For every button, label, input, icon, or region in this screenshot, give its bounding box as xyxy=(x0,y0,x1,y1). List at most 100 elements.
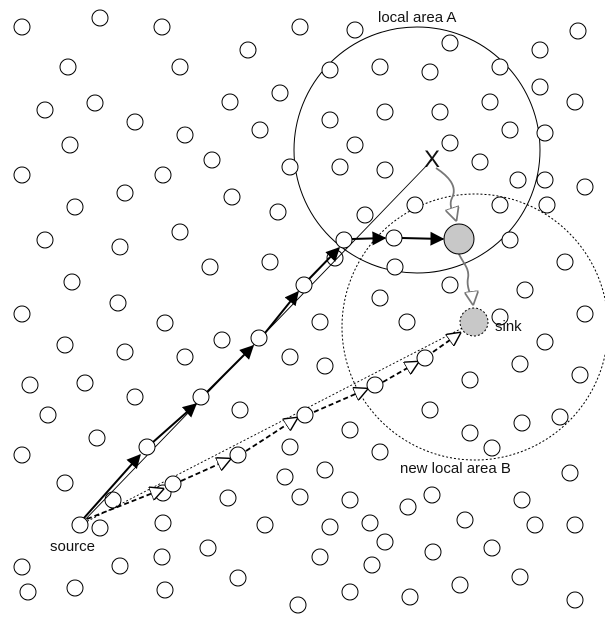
sensor-node xyxy=(376,533,394,551)
sensor-node xyxy=(471,153,489,171)
sensor-node xyxy=(13,18,31,36)
sink-label: sink xyxy=(495,318,522,335)
sensor-node xyxy=(66,198,84,216)
sensor-node xyxy=(456,511,474,529)
sensor-node xyxy=(13,305,31,323)
sensor-node xyxy=(13,558,31,576)
sensor-node xyxy=(561,464,579,482)
sensor-node xyxy=(536,124,554,142)
path-arrow xyxy=(308,246,340,280)
relay-node xyxy=(164,475,182,493)
sensor-node xyxy=(491,308,509,326)
relay-node xyxy=(295,276,313,294)
sensor-node xyxy=(316,357,334,375)
sensor-node xyxy=(536,333,554,351)
sensor-node xyxy=(461,371,479,389)
local-area-b-boundary xyxy=(341,193,605,461)
sensor-node xyxy=(569,22,587,40)
source-label: source xyxy=(50,538,95,555)
sensor-node xyxy=(281,158,299,176)
dashed-path-arrow xyxy=(432,333,460,353)
sensor-node xyxy=(88,429,106,447)
sensor-node xyxy=(566,93,584,111)
relay-node xyxy=(138,438,156,456)
sensor-node xyxy=(126,113,144,131)
sensor-node xyxy=(36,101,54,119)
sensor-node xyxy=(321,111,339,129)
sensor-node xyxy=(36,231,54,249)
sensor-node xyxy=(441,276,459,294)
sensor-node xyxy=(176,348,194,366)
sensor-node xyxy=(341,491,359,509)
new-routing-path xyxy=(86,333,460,520)
sensor-node xyxy=(341,583,359,601)
sensor-node xyxy=(91,9,109,27)
sensor-node xyxy=(261,253,279,271)
sensor-node xyxy=(566,591,584,609)
sensor-node xyxy=(291,488,309,506)
sensor-node xyxy=(13,446,31,464)
sensor-node xyxy=(176,126,194,144)
sensor-node xyxy=(311,548,329,566)
sensor-node xyxy=(513,414,531,432)
sensor-node xyxy=(59,58,77,76)
sink-movement-arrows xyxy=(435,167,473,304)
sensor-node xyxy=(566,516,584,534)
sensor-node xyxy=(431,103,449,121)
relay-node xyxy=(385,229,403,247)
sensor-node xyxy=(406,196,424,214)
sensor-node xyxy=(153,18,171,36)
sensor-node xyxy=(221,93,239,111)
path-arrow xyxy=(151,403,198,444)
sensor-node xyxy=(401,588,419,606)
sensor-node xyxy=(536,171,554,189)
sensor-node xyxy=(513,491,531,509)
sensor-node xyxy=(116,343,134,361)
sensor-node xyxy=(269,203,287,221)
sensor-node xyxy=(321,61,339,79)
sensor-node xyxy=(213,331,231,349)
sensor-node xyxy=(526,516,544,534)
sensor-node xyxy=(171,58,189,76)
original-routing-path xyxy=(83,231,445,519)
sensor-node xyxy=(111,238,129,256)
sensor-node xyxy=(376,161,394,179)
sensor-node xyxy=(346,21,364,39)
sensor-node xyxy=(56,474,74,492)
dashed-path-arrow xyxy=(245,418,297,452)
sensor-node xyxy=(491,196,509,214)
sensor-node xyxy=(76,374,94,392)
sensor-node xyxy=(203,151,221,169)
sensor-node xyxy=(501,121,519,139)
current-sink-node xyxy=(443,223,475,255)
sensor-node xyxy=(371,443,389,461)
sensor-node xyxy=(538,196,556,214)
sensor-node xyxy=(376,103,394,121)
sensor-node xyxy=(256,516,274,534)
sensor-node xyxy=(311,313,329,331)
sensor-node xyxy=(341,421,359,439)
relay-nodes xyxy=(138,229,434,493)
sensor-node xyxy=(19,583,37,601)
local-area-b-label: new local area B xyxy=(400,460,511,477)
sensor-node xyxy=(556,253,574,271)
sensor-node xyxy=(154,514,172,532)
sensor-node xyxy=(363,556,381,574)
sensor-node xyxy=(66,579,84,597)
sensor-node xyxy=(346,136,364,154)
path-arrow xyxy=(206,345,254,393)
sensor-node xyxy=(231,401,249,419)
sensor-node xyxy=(154,166,172,184)
sensor-node xyxy=(91,519,109,537)
sensor-node xyxy=(483,539,501,557)
sensor-node xyxy=(86,94,104,112)
sensor-node xyxy=(491,58,509,76)
sensor-node xyxy=(291,18,309,36)
sensor-node xyxy=(111,557,129,575)
source-node xyxy=(71,516,89,534)
sensor-node xyxy=(423,486,441,504)
sensor-node xyxy=(424,543,442,561)
sensor-node xyxy=(271,84,289,102)
relay-node xyxy=(192,388,210,406)
sensor-node xyxy=(281,348,299,366)
